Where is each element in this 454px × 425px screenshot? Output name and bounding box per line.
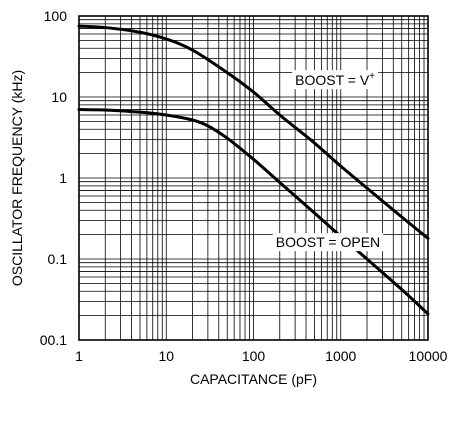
x-axis-label: CAPACITANCE (pF) bbox=[190, 371, 317, 387]
x-tick-label: 1 bbox=[75, 348, 83, 364]
x-tick-label: 10000 bbox=[409, 348, 448, 364]
grid bbox=[78, 16, 428, 341]
x-tick-label: 100 bbox=[242, 348, 266, 364]
series-label-background bbox=[292, 70, 379, 90]
x-tick-label: 1000 bbox=[325, 348, 356, 364]
y-tick-label: 10 bbox=[51, 89, 67, 105]
series-label-boost-open: BOOST = OPEN bbox=[276, 234, 380, 250]
series-label-background bbox=[272, 233, 384, 252]
y-tick-labels: 00.1 0.1 1 10 100 bbox=[40, 8, 67, 348]
series-labels: BOOST = V+ BOOST = OPEN bbox=[272, 70, 384, 252]
y-axis-label: OSCILLATOR FREQUENCY (kHz) bbox=[9, 70, 25, 286]
series-line-boost-open bbox=[77, 108, 430, 316]
series-curves bbox=[77, 24, 430, 316]
series-label-boost-vplus: BOOST = V+ bbox=[295, 71, 375, 88]
y-tick-label: 100 bbox=[44, 8, 68, 24]
y-tick-label: 00.1 bbox=[40, 332, 67, 348]
x-tick-label: 10 bbox=[158, 348, 174, 364]
x-tick-labels: 1 10 100 1000 10000 bbox=[75, 348, 448, 364]
y-tick-label: 1 bbox=[59, 170, 67, 186]
series-line-boost-vplus bbox=[77, 24, 430, 240]
plot-frame bbox=[78, 15, 429, 341]
y-tick-label: 0.1 bbox=[48, 251, 68, 267]
